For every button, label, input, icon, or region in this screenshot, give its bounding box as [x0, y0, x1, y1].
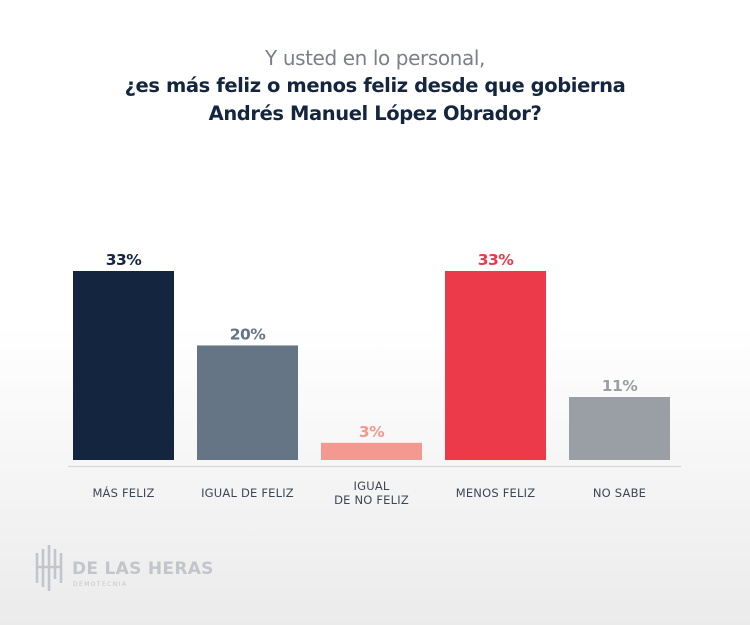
chart-title-block: Y usted en lo personal, ¿es más feliz o … — [0, 44, 750, 128]
chart-title-line-2: Andrés Manuel López Obrador? — [208, 102, 542, 125]
category-label-line: DE NO FELIZ — [334, 493, 409, 507]
chart-title-line-1: ¿es más feliz o menos feliz desde que go… — [124, 74, 626, 97]
category-label-line: MÁS FELIZ — [92, 486, 155, 500]
bar-3 — [445, 271, 546, 460]
logo-name: DE LAS HERAS — [72, 559, 214, 579]
bar-value-label-0: 33% — [106, 251, 143, 269]
bar-2 — [321, 442, 422, 460]
category-label-line: NO SABE — [592, 486, 647, 500]
bar-0 — [73, 271, 174, 460]
category-label-2: IGUAL DE NO FELIZ — [302, 479, 442, 507]
bar-value-label-4: 11% — [602, 377, 639, 395]
category-label-4: NO SABE — [550, 486, 690, 500]
logo-mark-icon — [35, 545, 63, 591]
bar-4 — [569, 397, 670, 460]
bar-1 — [197, 345, 298, 460]
chart-subtitle: Y usted en lo personal, — [265, 46, 485, 70]
category-label-1: IGUAL DE FELIZ — [178, 486, 318, 500]
category-label-line: MENOS FELIZ — [455, 486, 536, 500]
category-label-line: IGUAL DE FELIZ — [201, 486, 294, 500]
category-label-0: MÁS FELIZ — [54, 486, 194, 500]
category-label-3: MENOS FELIZ — [426, 486, 566, 500]
bar-value-label-2: 3% — [359, 423, 385, 441]
bar-value-label-3: 33% — [478, 251, 515, 269]
category-label-line: IGUAL — [353, 479, 390, 493]
bar-value-label-1: 20% — [230, 325, 267, 343]
brand-logo: DE LAS HERAS DEMOTECNIA — [34, 543, 234, 599]
logo-tagline: DEMOTECNIA — [73, 581, 128, 588]
